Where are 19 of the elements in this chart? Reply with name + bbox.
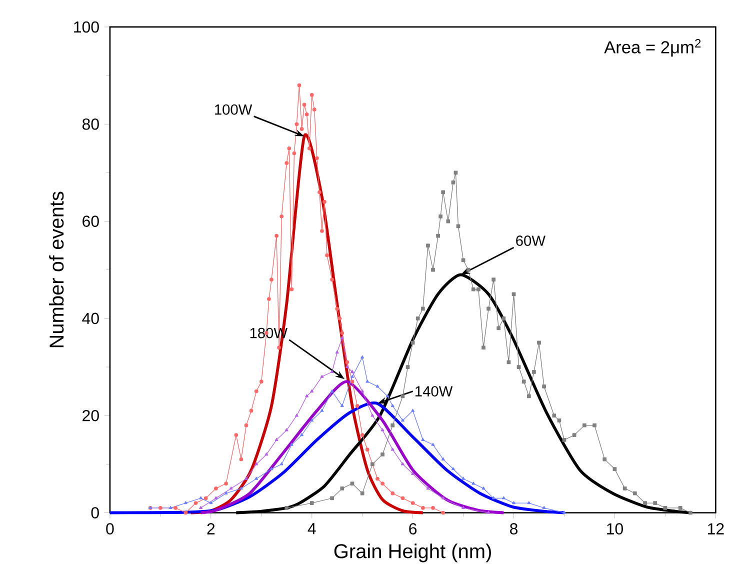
annotation: Area = 2μm$^{2}$ [604,39,701,57]
y-tick-label: 80 [82,118,99,130]
y-tick-label: 40 [82,312,99,324]
x-tick-label: 12 [708,523,724,534]
x-tick-label: 0 [106,523,114,535]
y-tick-label: 0 [91,507,99,519]
y-axis-title: Number of events [49,192,64,348]
y-tick-label: 100 [74,21,99,33]
y-tick-label: 20 [82,410,99,422]
annotation: 100W [215,104,252,115]
x-tick-label: 10 [607,523,623,535]
annotation: 140W [416,386,453,397]
x-tick-label: 6 [409,523,417,535]
x-tick-label: 8 [510,523,518,535]
x-axis-title: Grain Height (nm) [334,544,491,562]
x-tick-label: 4 [308,523,316,534]
y-tick-label: 60 [82,216,99,228]
x-tick-label: 2 [207,523,215,534]
annotation: 60W [516,236,546,246]
